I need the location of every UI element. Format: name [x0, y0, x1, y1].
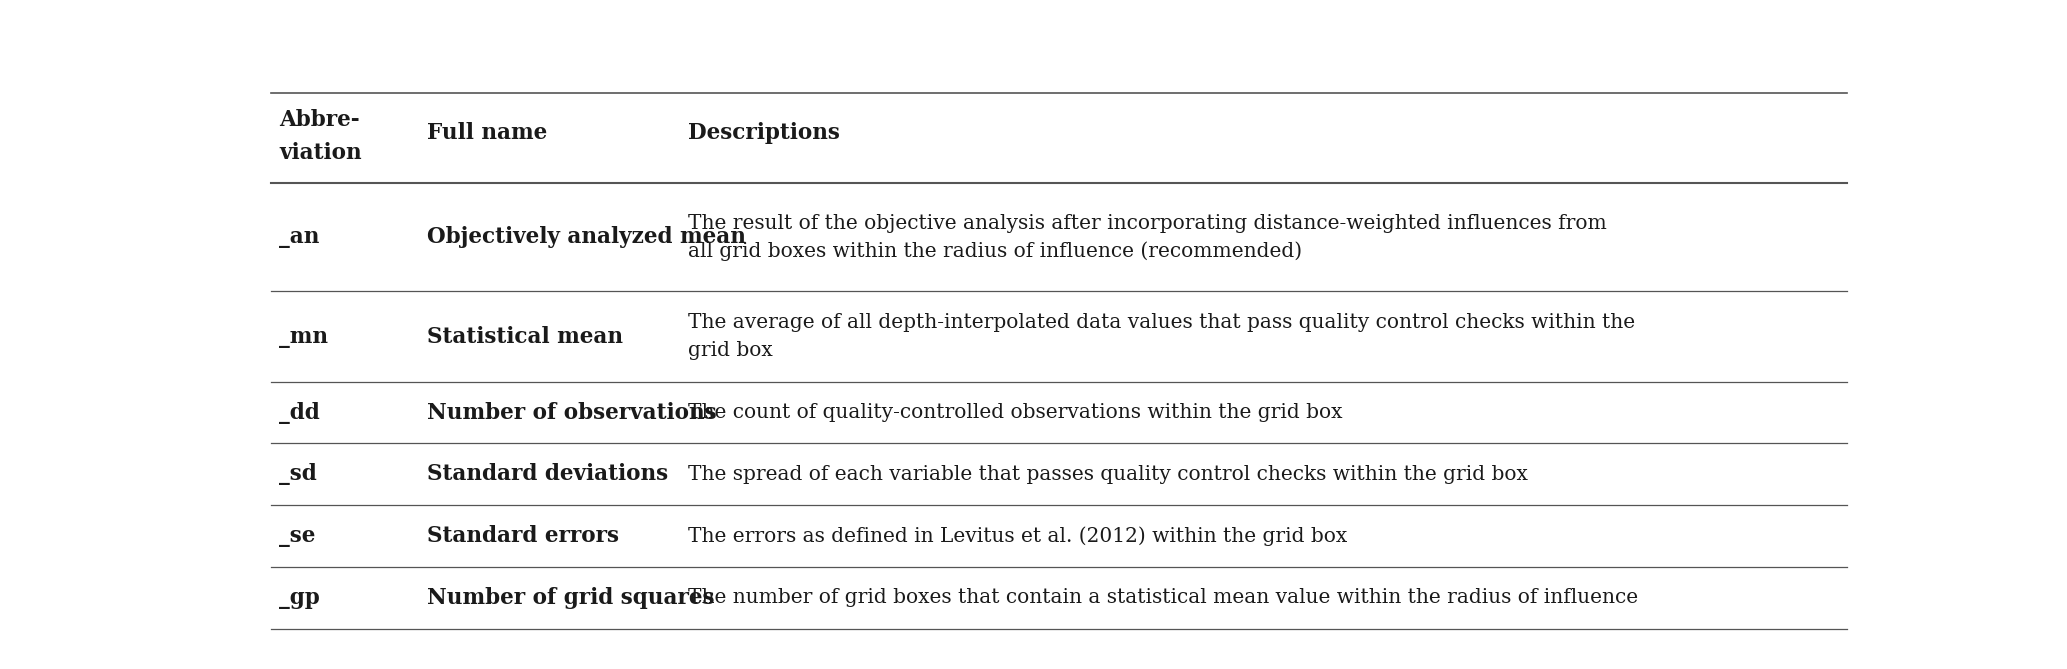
Text: Standard deviations: Standard deviations [426, 464, 668, 485]
Text: The result of the objective analysis after incorporating distance-weighted influ: The result of the objective analysis aft… [688, 213, 1606, 233]
Text: all grid boxes within the radius of influence (recommended): all grid boxes within the radius of infl… [688, 242, 1302, 262]
Text: The average of all depth-interpolated data values that pass quality control chec: The average of all depth-interpolated da… [688, 313, 1635, 332]
Text: Abbre-: Abbre- [279, 108, 360, 130]
Text: Full name: Full name [426, 122, 548, 144]
Text: viation: viation [279, 142, 362, 164]
Text: The errors as defined in Levitus et al. (2012) within the grid box: The errors as defined in Levitus et al. … [688, 527, 1348, 546]
Text: Standard errors: Standard errors [426, 525, 618, 547]
Text: grid box: grid box [688, 341, 773, 360]
Text: _dd: _dd [279, 401, 320, 423]
Text: The number of grid boxes that contain a statistical mean value within the radius: The number of grid boxes that contain a … [688, 589, 1637, 607]
Text: Number of observations: Number of observations [426, 401, 715, 423]
Text: _an: _an [279, 226, 320, 248]
Text: The count of quality-controlled observations within the grid box: The count of quality-controlled observat… [688, 403, 1341, 422]
Text: Number of grid squares: Number of grid squares [426, 587, 713, 609]
Text: _mn: _mn [279, 326, 329, 348]
Text: Statistical mean: Statistical mean [426, 326, 622, 348]
Text: Descriptions: Descriptions [688, 122, 839, 144]
Text: _sd: _sd [279, 464, 316, 485]
Text: The spread of each variable that passes quality control checks within the grid b: The spread of each variable that passes … [688, 465, 1528, 484]
Text: _gp: _gp [279, 587, 320, 609]
Text: Objectively analyzed mean: Objectively analyzed mean [426, 226, 746, 248]
Text: _se: _se [279, 525, 316, 547]
